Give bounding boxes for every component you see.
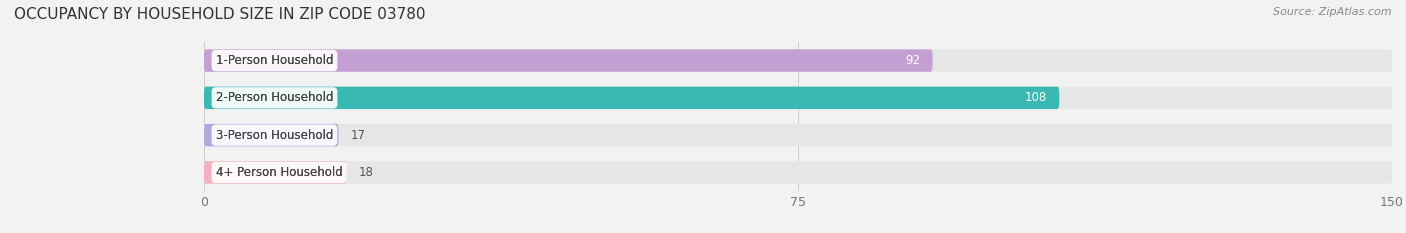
FancyBboxPatch shape <box>204 49 932 72</box>
FancyBboxPatch shape <box>204 87 1059 109</box>
FancyBboxPatch shape <box>204 161 1392 184</box>
Text: 108: 108 <box>1025 91 1047 104</box>
Text: 17: 17 <box>350 129 366 142</box>
Text: 1-Person Household: 1-Person Household <box>215 54 333 67</box>
Text: 4+ Person Household: 4+ Person Household <box>215 166 343 179</box>
FancyBboxPatch shape <box>204 124 339 146</box>
Text: 3-Person Household: 3-Person Household <box>215 129 333 142</box>
FancyBboxPatch shape <box>204 161 346 184</box>
FancyBboxPatch shape <box>204 49 1392 72</box>
Text: OCCUPANCY BY HOUSEHOLD SIZE IN ZIP CODE 03780: OCCUPANCY BY HOUSEHOLD SIZE IN ZIP CODE … <box>14 7 426 22</box>
Text: 2-Person Household: 2-Person Household <box>215 91 333 104</box>
Text: 18: 18 <box>359 166 373 179</box>
FancyBboxPatch shape <box>204 124 1392 146</box>
Text: Source: ZipAtlas.com: Source: ZipAtlas.com <box>1274 7 1392 17</box>
Text: 2-Person Household: 2-Person Household <box>215 91 333 104</box>
Text: 92: 92 <box>905 54 921 67</box>
Text: 1-Person Household: 1-Person Household <box>215 54 333 67</box>
Text: 3-Person Household: 3-Person Household <box>215 129 333 142</box>
FancyBboxPatch shape <box>204 87 1392 109</box>
Text: 4+ Person Household: 4+ Person Household <box>215 166 343 179</box>
